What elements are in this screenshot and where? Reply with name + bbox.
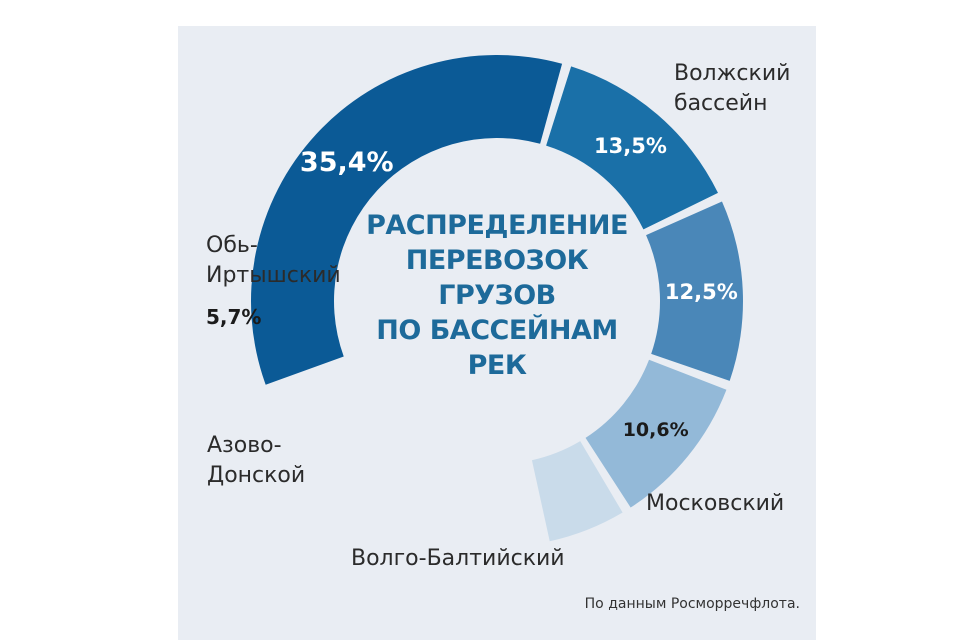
donut-slice [585, 359, 727, 508]
donut-slice [250, 55, 563, 385]
data-label: 35,4% [300, 147, 394, 178]
donut-slice [546, 66, 718, 230]
category-label-volga: Волжский бассейн [674, 61, 791, 116]
donut-slice [646, 201, 743, 381]
chart-title-line: РАСПРЕДЕЛЕНИЕ [366, 210, 628, 241]
data-label-ob-irtysh: 5,7% [206, 305, 262, 329]
donut-slice [531, 441, 623, 542]
chart-title-line: ГРУЗОВ [438, 280, 556, 311]
category-label-volga-baltic: Волго-Балтийский [351, 546, 565, 571]
chart-title-line: ПО БАССЕЙНАМ [376, 315, 618, 346]
category-label-ob-irtysh: Обь- Иртышский [206, 233, 341, 288]
category-label-azov-don: Азово- Донской [207, 433, 306, 488]
data-label: 13,5% [594, 134, 667, 158]
source-note: По данным Росморречфлота. [584, 596, 800, 612]
data-label: 12,5% [665, 280, 738, 304]
data-label: 10,6% [623, 419, 689, 441]
chart-title-line: ПЕРЕВОЗОК [405, 245, 589, 276]
chart-title: РАСПРЕДЕЛЕНИЕ ПЕРЕВОЗОК ГРУЗОВ ПО БАССЕЙ… [362, 208, 632, 383]
chart-title-line: РЕК [467, 350, 527, 381]
category-label-moscow: Московский [646, 491, 785, 516]
